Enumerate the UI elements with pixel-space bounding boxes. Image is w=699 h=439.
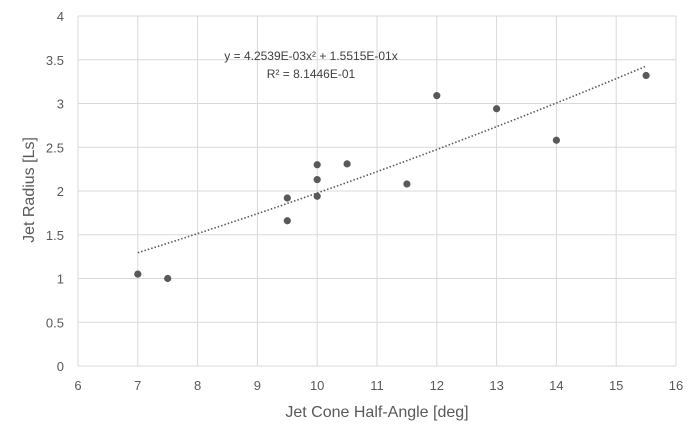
y-tick-label: 1 (57, 272, 64, 287)
data-points (134, 71, 650, 283)
data-point (283, 194, 291, 202)
x-tick-label: 10 (310, 378, 324, 393)
data-point (552, 136, 561, 144)
x-tick-label: 7 (134, 378, 141, 393)
data-point (164, 274, 172, 283)
data-point (403, 180, 411, 188)
x-tick-label: 13 (489, 378, 503, 393)
y-tick-label: 1.5 (46, 228, 64, 243)
gridlines (77, 15, 677, 367)
y-tick-label: 4 (57, 9, 64, 24)
y-tick-labels: 0 0.5 1 1.5 2 2.5 3 3.5 4 (46, 9, 64, 374)
data-point (313, 176, 321, 184)
x-tick-label: 12 (430, 378, 444, 393)
x-tick-label: 11 (370, 378, 384, 393)
y-tick-label: 2 (57, 184, 64, 199)
y-tick-label: 3.5 (46, 53, 64, 68)
x-tick-label: 6 (74, 378, 81, 393)
data-point (493, 105, 501, 113)
data-point (433, 92, 441, 100)
data-point (134, 270, 142, 278)
data-point (283, 217, 291, 225)
data-point (313, 192, 321, 200)
y-tick-label: 3 (57, 97, 64, 112)
trendline-r-squared: R² = 8.1446E-01 (267, 67, 356, 81)
trendline-equation: y = 4.2539E-03x² + 1.5515E-01x (224, 49, 397, 63)
x-axis-title: Jet Cone Half-Angle [deg] (285, 404, 468, 421)
data-point (642, 71, 650, 80)
y-tick-label: 2.5 (46, 140, 64, 155)
x-tick-label: 9 (254, 378, 261, 393)
x-tick-label: 15 (609, 378, 623, 393)
data-point (343, 160, 351, 168)
y-tick-label: 0.5 (46, 315, 64, 330)
y-axis-title: Jet Radius [Ls] (21, 137, 38, 243)
x-tick-label: 16 (669, 378, 683, 393)
y-tick-label: 0 (57, 359, 64, 374)
x-tick-labels: 6 7 8 9 10 11 12 13 14 15 16 (74, 378, 683, 393)
data-point (313, 161, 321, 169)
x-tick-label: 14 (549, 378, 563, 393)
x-tick-label: 8 (194, 378, 201, 393)
